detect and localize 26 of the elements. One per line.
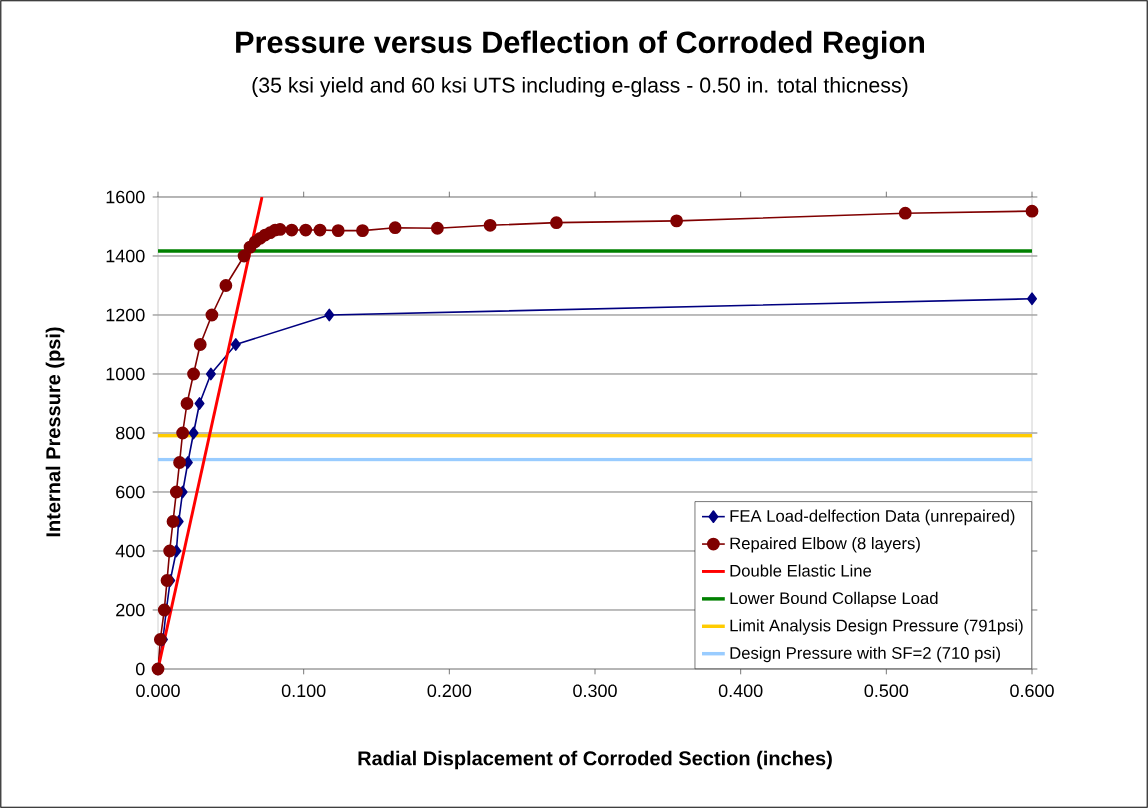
x-tick-label: 0.400 bbox=[718, 684, 763, 698]
legend-label: Design Pressure with SF=2 (710 psi) bbox=[730, 646, 1000, 663]
x-tick-label: 0.600 bbox=[1010, 684, 1054, 698]
legend-label: Limit Analysis Design Pressure (791psi) bbox=[730, 619, 1023, 635]
y-tick-label: 1200 bbox=[106, 308, 145, 322]
x-axis-title: Radial Displacement of Corroded Section (inches) bbox=[358, 750, 832, 770]
legend-label: Lower Bound Collapse Load bbox=[730, 591, 938, 608]
y-tick-label: 200 bbox=[116, 603, 145, 617]
legend-label: Repaired Elbow (8 layers) bbox=[730, 537, 920, 553]
legend-label: FEA Load-delfection Data (unrepaired) bbox=[730, 509, 1015, 526]
y-axis-title: Internal Pressure (psi) bbox=[45, 327, 65, 537]
x-tick-label: 0.000 bbox=[136, 684, 180, 698]
y-tick-label: 1000 bbox=[106, 367, 145, 381]
x-tick-label: 0.300 bbox=[573, 684, 617, 698]
chart-subtitle: (35 ksi yield and 60 ksi UTS including e-glass - 0.50 in. total thicness) bbox=[252, 77, 908, 97]
y-tick-label: 400 bbox=[115, 544, 145, 558]
y-tick-label: 800 bbox=[116, 426, 145, 440]
legend-label: Double Elastic Line bbox=[730, 564, 872, 577]
y-tick-label: 600 bbox=[116, 485, 145, 499]
y-tick-label: 1600 bbox=[106, 190, 145, 204]
x-tick-label: 0.500 bbox=[864, 684, 909, 698]
y-tick-label: 0 bbox=[136, 662, 145, 676]
y-tick-label: 1400 bbox=[106, 249, 145, 263]
chart-title: Pressure versus Deflection of Corroded Region bbox=[236, 30, 924, 60]
x-tick-label: 0.100 bbox=[281, 684, 326, 698]
x-tick-label: 0.200 bbox=[427, 684, 472, 698]
